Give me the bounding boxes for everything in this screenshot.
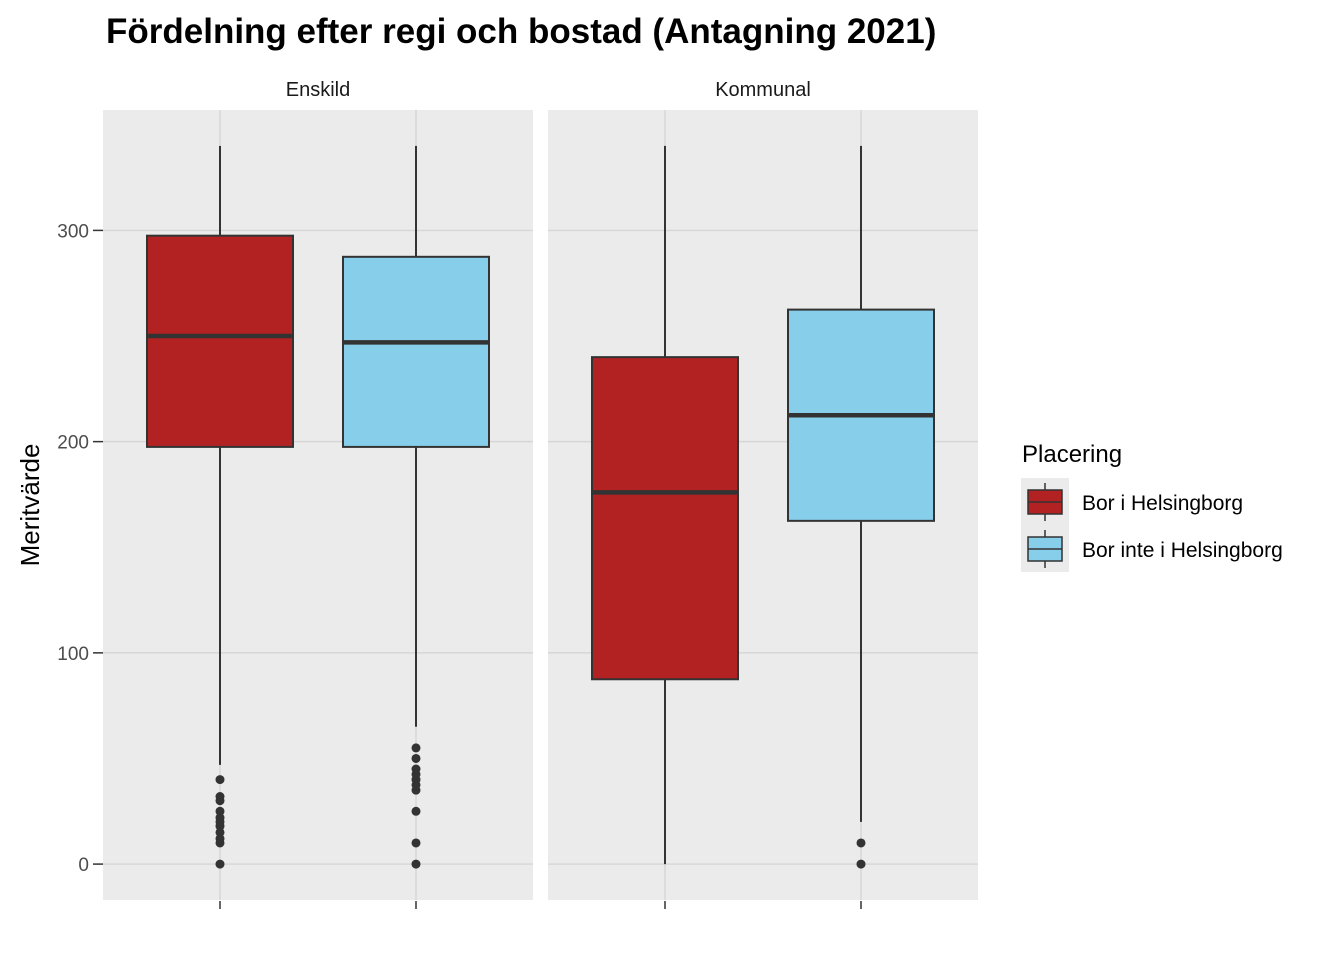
facet-kommunal: Kommunal — [548, 79, 978, 909]
y-tick-label: 200 — [57, 433, 89, 454]
legend: Placering Bor i Helsingborg Bor inte i He… — [1021, 441, 1283, 572]
box-iqr — [591, 356, 739, 681]
outlier-point — [411, 806, 421, 816]
y-tick-label: 300 — [57, 221, 89, 242]
outlier-point — [215, 806, 225, 816]
box-bor-i-helsingborg — [591, 145, 739, 865]
box-iqr — [146, 234, 294, 448]
outlier-point — [411, 859, 421, 869]
outlier-point — [411, 743, 421, 753]
outlier-point — [411, 764, 421, 774]
facet-strip-label: Enskild — [286, 79, 350, 101]
box-bor-inte-i-helsingborg — [787, 145, 935, 869]
outlier-point — [215, 834, 225, 844]
outlier-point — [411, 753, 421, 763]
facet-panels: 0 100 200 300 Enskild Kommunal — [57, 79, 978, 909]
chart-title: Fördelning efter regi och bostad (Antagn… — [106, 12, 936, 51]
legend-label: Bor inte i Helsingborg — [1082, 539, 1283, 562]
box-bor-i-helsingborg — [146, 145, 294, 869]
outlier-point — [215, 859, 225, 869]
outlier-point — [215, 791, 225, 801]
outlier-point — [856, 838, 866, 848]
box-iqr — [342, 255, 490, 448]
y-tick-label: 100 — [57, 644, 89, 665]
facet-strip-label: Kommunal — [715, 79, 811, 101]
legend-label: Bor i Helsingborg — [1082, 492, 1243, 515]
box-bor-inte-i-helsingborg — [342, 145, 490, 869]
panel-background — [103, 110, 533, 900]
legend-title: Placering — [1022, 441, 1122, 468]
facet-enskild: Enskild — [103, 79, 533, 909]
outlier-point — [215, 827, 225, 837]
outlier-point — [411, 838, 421, 848]
outlier-point — [215, 775, 225, 785]
outlier-point — [215, 813, 225, 823]
y-tick-label: 0 — [78, 855, 89, 876]
outlier-point — [856, 859, 866, 869]
y-axis-label: Meritvärde — [15, 444, 45, 567]
